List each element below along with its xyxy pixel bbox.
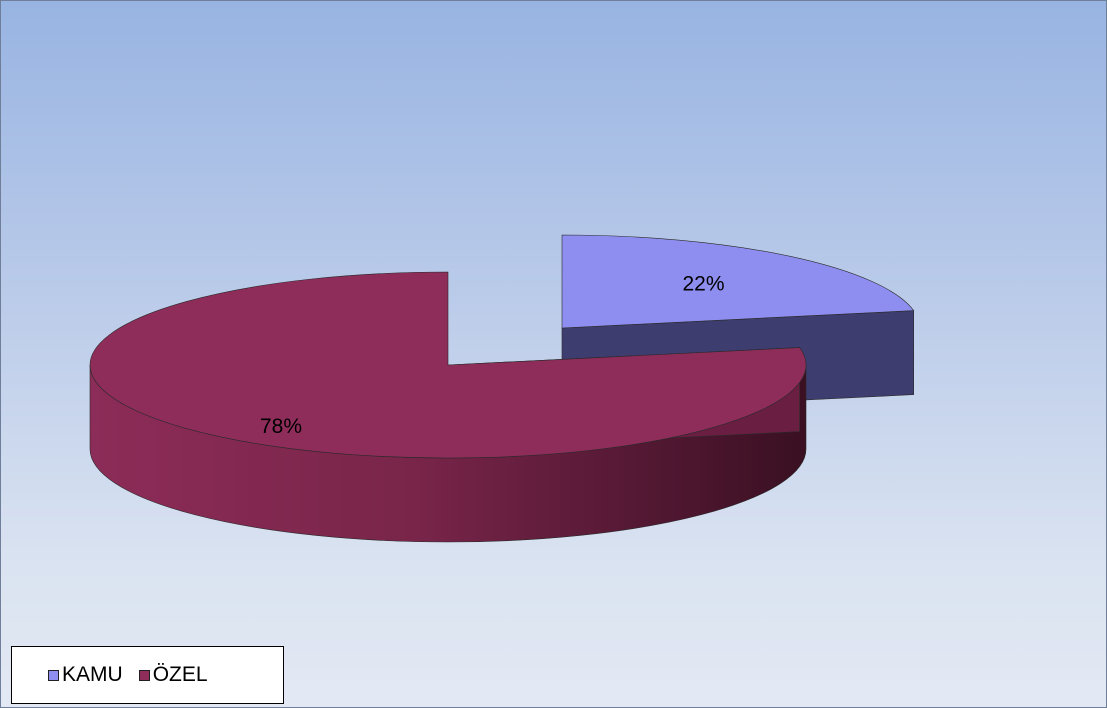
legend: KAMU ÖZEL — [11, 646, 284, 704]
legend-item-kamu: KAMU — [48, 663, 123, 687]
legend-label-kamu: KAMU — [62, 663, 123, 686]
legend-swatch-ozel — [138, 669, 150, 681]
legend-swatch-kamu — [48, 669, 59, 681]
data-label-kamu: 22% — [682, 273, 724, 296]
pie-top-0 — [561, 234, 915, 329]
legend-item-ozel: ÖZEL — [138, 663, 208, 687]
pie-top-1 — [89, 271, 807, 459]
pie-slice--zel — [89, 271, 807, 543]
legend-label-ozel: ÖZEL — [152, 663, 208, 686]
data-label--zel: 78% — [260, 415, 302, 438]
